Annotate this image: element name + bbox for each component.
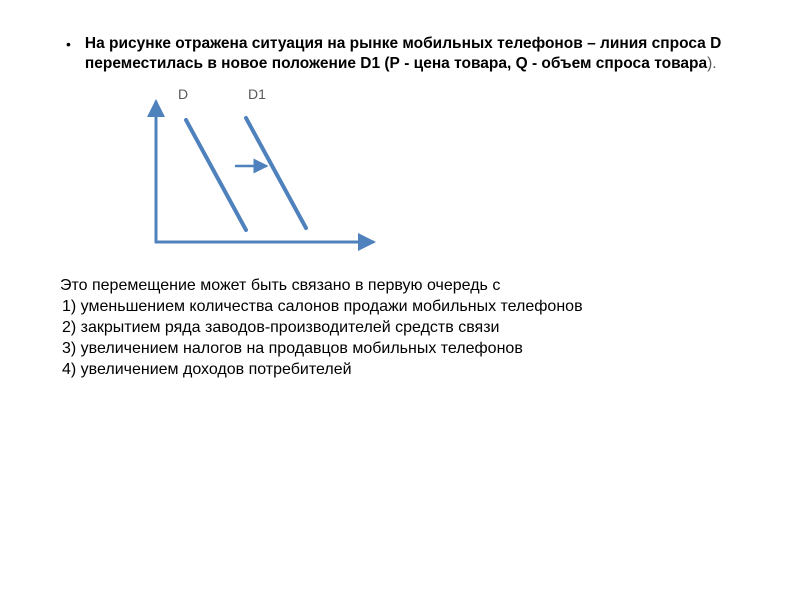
answer-option: 4) увеличением доходов потребителей: [60, 359, 740, 380]
answers-lead: Это перемещение может быть связано в пер…: [60, 275, 740, 296]
chart-svg: [128, 92, 388, 267]
question-text: На рисунке отражена ситуация на рынке мо…: [85, 34, 740, 74]
bullet-icon: •: [60, 34, 85, 54]
question-main: На рисунке отражена ситуация на рынке мо…: [85, 35, 721, 72]
slide: • На рисунке отражена ситуация на рынке …: [0, 0, 800, 600]
label-d: D: [178, 86, 188, 102]
question-tail: ).: [707, 55, 716, 72]
label-d1: D1: [248, 86, 266, 102]
answer-option: 1) уменьшением количества салонов продаж…: [60, 296, 740, 317]
answer-option: 2) закрытием ряда заводов-производителей…: [60, 317, 740, 338]
demand-chart: D D1: [128, 92, 388, 267]
answers-block: Это перемещение может быть связано в пер…: [60, 275, 740, 380]
question-block: • На рисунке отражена ситуация на рынке …: [60, 34, 740, 74]
answer-option: 3) увеличением налогов на продавцов моби…: [60, 338, 740, 359]
